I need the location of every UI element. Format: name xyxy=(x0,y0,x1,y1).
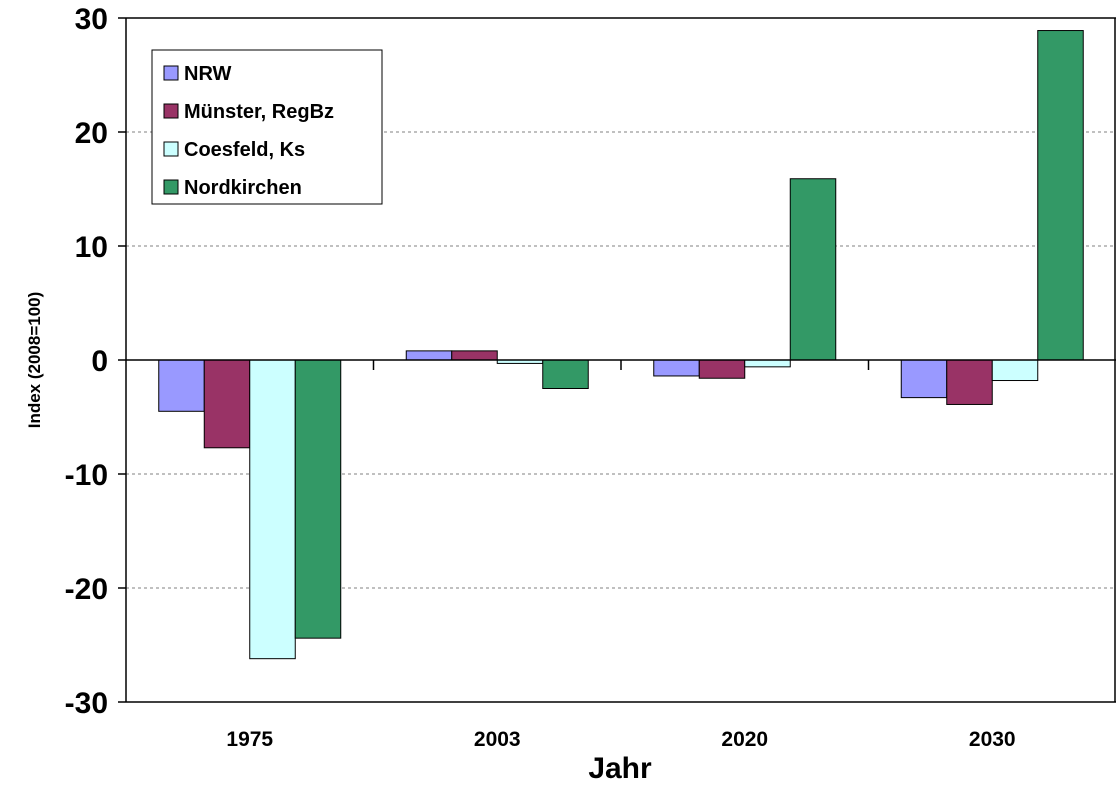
bar xyxy=(249,359,296,660)
legend-swatch xyxy=(163,103,179,119)
bar xyxy=(991,359,1039,382)
legend: NRW Münster, RegBz Coesfeld, Ks Nordkirchen xyxy=(151,49,383,205)
y-tick-label: -20 xyxy=(65,573,108,606)
y-tick-label: -30 xyxy=(65,687,108,720)
legend-label: Münster, RegBz xyxy=(184,101,334,123)
y-tick-label: 20 xyxy=(75,117,108,150)
y-tick-label: 10 xyxy=(75,231,108,264)
x-tick-label: 2020 xyxy=(721,728,768,751)
bar xyxy=(900,359,948,399)
legend-swatch xyxy=(163,179,179,195)
y-tick-label: 0 xyxy=(91,345,108,378)
y-axis-label: Index (2008=100) xyxy=(25,292,44,429)
bar xyxy=(1037,30,1084,361)
y-tick-label: -10 xyxy=(65,459,108,492)
bar xyxy=(451,350,498,361)
legend-box xyxy=(151,49,383,205)
x-tick-label: 1975 xyxy=(226,728,273,751)
legend-items: NRW Münster, RegBz Coesfeld, Ks Nordkirchen xyxy=(163,63,334,199)
bar xyxy=(744,359,791,368)
legend-label: NRW xyxy=(184,63,232,85)
legend-swatch xyxy=(163,65,179,81)
bar xyxy=(294,359,342,639)
bar xyxy=(789,178,837,361)
bar xyxy=(542,359,589,389)
y-tick-label: 30 xyxy=(75,3,108,36)
bar xyxy=(158,359,205,412)
legend-label: Nordkirchen xyxy=(184,177,302,199)
y-tick-labels: 30 20 10 0 -10 -20 -30 xyxy=(65,3,108,720)
bar xyxy=(653,359,700,377)
axes xyxy=(118,17,1116,703)
legend-label: Coesfeld, Ks xyxy=(184,139,305,161)
legend-swatch xyxy=(163,141,179,157)
x-tick-label: 2003 xyxy=(474,728,521,751)
x-tick-label: 2030 xyxy=(969,728,1016,751)
bar xyxy=(203,359,251,449)
bar xyxy=(698,359,746,379)
bar xyxy=(946,359,993,405)
bar xyxy=(405,350,453,361)
bars xyxy=(158,30,1084,660)
x-tick-labels: 1975 2003 2020 2030 xyxy=(226,728,1015,751)
x-axis-label: Jahr xyxy=(588,752,652,785)
